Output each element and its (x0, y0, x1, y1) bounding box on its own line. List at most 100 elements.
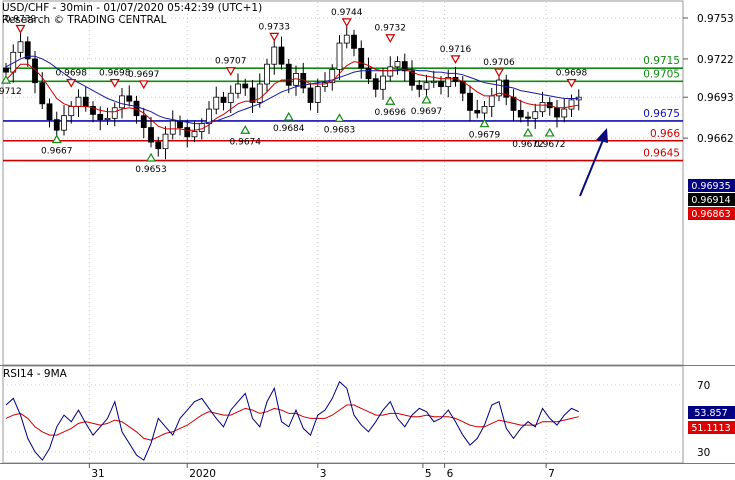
candle-body (46, 103, 53, 121)
swing-high-label: 0.9744 (331, 8, 363, 18)
candle-body (329, 69, 336, 84)
x-tick-label: 3 (320, 468, 327, 480)
candle-body (430, 80, 437, 84)
y-tick-label: 0.9753 (697, 13, 734, 25)
candle-body (314, 86, 321, 103)
swing-low-marker-icon (145, 152, 157, 162)
swing-low-label: 0.9667 (41, 147, 73, 157)
level-label: 0.9705 (643, 68, 680, 80)
candle-body (119, 95, 125, 109)
rsi-lines (5, 380, 580, 461)
swing-low-label: 0.9653 (135, 165, 167, 175)
candle-body (169, 120, 176, 135)
candle-body (336, 42, 343, 70)
candle-body (387, 66, 394, 77)
candlesticks (3, 24, 582, 160)
candle-body (82, 96, 89, 107)
candle-body (409, 70, 415, 86)
candle-body (227, 92, 234, 103)
swing-high-label: 0.9739 (5, 14, 37, 24)
price-tag-current: 0.96935 (688, 179, 735, 192)
swing-high-marker-icon (566, 78, 577, 88)
rsi-y-tick-label: 30 (697, 447, 710, 459)
candle-body (481, 106, 488, 114)
candle-body (191, 131, 198, 138)
swing-high-marker-icon (109, 78, 120, 88)
ma-red-line (5, 61, 579, 131)
candle-body (380, 75, 386, 90)
rsi-title: RSI14 - 9MA (3, 368, 68, 380)
swing-high-label: 0.9716 (440, 45, 472, 55)
candle-body (307, 87, 314, 103)
candle-body (97, 113, 104, 121)
candle-body (285, 63, 292, 86)
ma-blue-line (5, 55, 579, 125)
rsi-tag-bg (688, 421, 735, 434)
candle-body (271, 46, 278, 65)
candle-body (32, 58, 38, 84)
swing-low-marker-icon (421, 94, 432, 104)
swing-high-label: 0.9706 (483, 58, 515, 68)
price-tag-bg (688, 179, 735, 192)
candle-body (496, 79, 502, 97)
swing-low-marker-icon (240, 125, 251, 134)
candle-body (539, 102, 546, 113)
swing-high-marker-icon (225, 67, 236, 76)
price-tag-label: 0.96914 (691, 195, 730, 206)
rsi-tag-rsi: 53.857 (688, 406, 735, 419)
candle-body (90, 106, 96, 115)
swing-high-marker-icon (138, 80, 149, 90)
candle-body (17, 41, 24, 53)
swing-high-marker-icon (450, 55, 461, 65)
candle-body (184, 127, 191, 138)
candle-body (264, 63, 270, 85)
candle-body (474, 110, 481, 114)
candle-body (358, 47, 365, 69)
y-tick-label: 0.9722 (697, 54, 734, 66)
candle-body (525, 116, 531, 119)
swing-low-label: 0.9672 (512, 140, 544, 150)
swing-high-label: 0.9732 (375, 24, 407, 34)
x-tick-label: 7 (548, 468, 555, 480)
candle-body (445, 77, 452, 88)
swing-low-label: 0.9679 (469, 131, 501, 141)
x-tick-label: 5 (425, 468, 432, 480)
chart-title: USD/CHF - 30min - 01/07/2020 05:42:39 (U… (2, 2, 262, 14)
candle-body (343, 34, 350, 44)
swing-high-marker-icon (493, 68, 505, 78)
swing-low-label: 0.9697 (411, 107, 443, 117)
swing-low-marker-icon (522, 127, 534, 137)
x-tick-label: 31 (91, 468, 104, 480)
price-tag-label: 0.96863 (691, 209, 730, 220)
candle-body (561, 108, 568, 118)
swing-high-marker-icon (269, 32, 280, 42)
swing-high-marker-icon (341, 18, 352, 28)
candle-body (568, 99, 575, 110)
candle-body (322, 82, 328, 88)
candle-body (467, 92, 473, 111)
swing-low-marker-icon (385, 96, 396, 105)
level-label: 0.966 (650, 128, 680, 140)
candle-body (162, 133, 169, 150)
candle-body (126, 95, 133, 102)
candle-body (24, 41, 31, 60)
x-tick-label: 2020 (189, 468, 216, 480)
price-tag-close: 0.96914 (688, 193, 735, 206)
chart-subtitle: Research © TRADING CENTRAL (2, 14, 167, 26)
candle-body (213, 96, 220, 110)
candle-body (365, 67, 372, 80)
candle-body (61, 115, 67, 131)
y-tick-label: 0.9662 (697, 133, 734, 145)
candle-body (148, 127, 154, 143)
candle-body (532, 111, 539, 119)
candle-body (278, 46, 285, 65)
rsi-y-tick-label: 70 (697, 380, 710, 392)
candle-body (300, 73, 307, 89)
forecast-arrow-icon (579, 128, 608, 197)
swing-high-label: 0.9698 (99, 69, 131, 79)
candle-body (401, 61, 408, 72)
candle-body (503, 79, 510, 98)
candle-body (155, 141, 162, 150)
